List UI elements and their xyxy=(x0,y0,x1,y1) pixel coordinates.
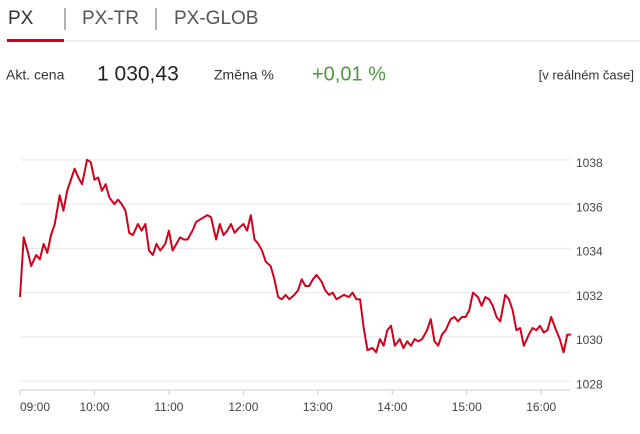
price: 1 030,43 xyxy=(97,63,179,86)
change-label: Změna % xyxy=(214,67,274,83)
x-tick-label: 11:00 xyxy=(154,400,183,414)
x-tick-label: 12:00 xyxy=(228,400,258,414)
tab[interactable]: PX-TR xyxy=(82,8,139,29)
x-tick-label: 16:00 xyxy=(526,400,556,414)
y-tick-label: 1036 xyxy=(576,200,603,214)
y-tick-label: 1034 xyxy=(576,245,603,259)
x-tick-label: 10:00 xyxy=(79,400,109,414)
price-label: Akt. cena xyxy=(6,67,65,83)
x-tick-label: 14:00 xyxy=(377,400,407,414)
y-tick-label: 1028 xyxy=(576,377,603,391)
tab[interactable]: PX-GLOB xyxy=(174,8,258,29)
tab[interactable]: PX xyxy=(8,8,34,29)
y-tick-label: 1030 xyxy=(576,333,603,347)
active-tab-underline xyxy=(7,39,64,42)
y-tick-label: 1038 xyxy=(576,156,603,170)
price-line xyxy=(19,158,571,354)
y-tick-label: 1032 xyxy=(576,289,603,303)
x-tick-label: 13:00 xyxy=(303,400,333,414)
x-tick-label: 15:00 xyxy=(452,400,482,414)
change: +0,01 % xyxy=(312,63,386,85)
x-tick-label: 09:00 xyxy=(20,400,50,414)
realtime-note: [v reálném čase] xyxy=(539,67,634,82)
